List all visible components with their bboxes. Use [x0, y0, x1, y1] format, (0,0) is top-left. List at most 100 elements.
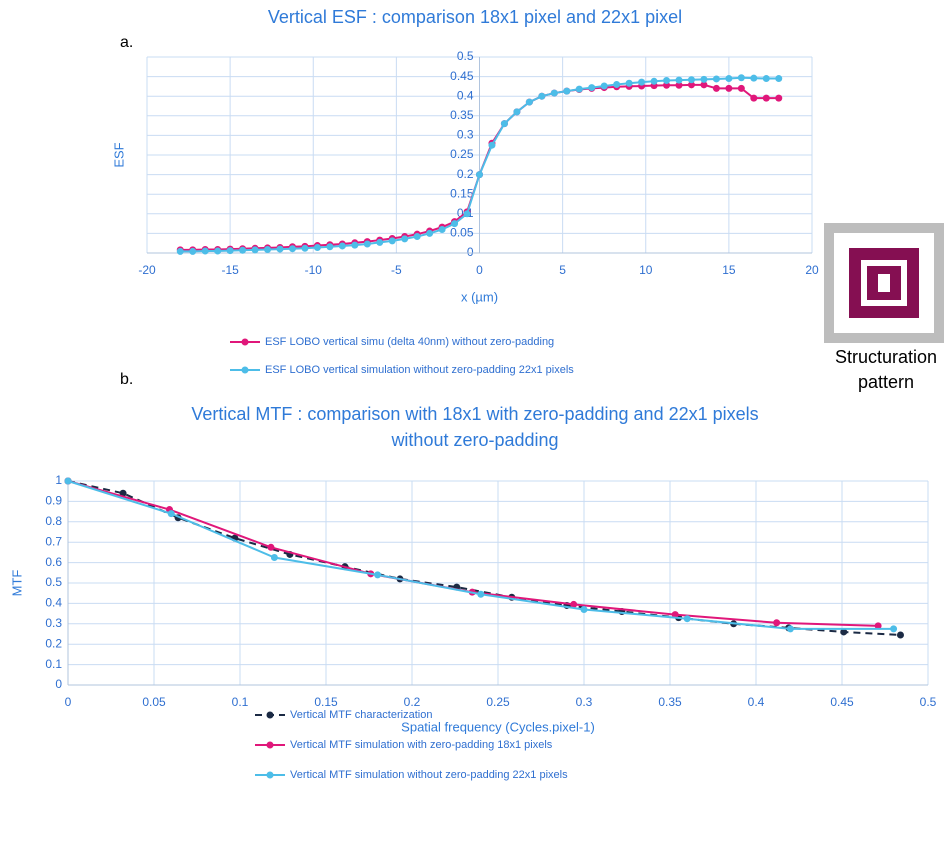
data-point	[613, 80, 621, 88]
data-point	[388, 237, 396, 245]
x-tick-label: 0.4	[748, 695, 765, 709]
data-point	[488, 141, 496, 149]
chart-title: without zero-padding	[390, 430, 558, 450]
x-tick-label: 10	[639, 263, 653, 277]
y-axis-title: MTF	[9, 570, 24, 597]
data-point	[500, 120, 508, 128]
y-tick-label: 0	[467, 245, 474, 259]
data-point	[413, 233, 421, 241]
data-point	[338, 242, 346, 250]
x-tick-label: 0.3	[576, 695, 593, 709]
legend-label: ESF LOBO vertical simulation without zer…	[265, 364, 574, 376]
y-tick-label: 0.4	[45, 596, 62, 610]
data-point	[239, 246, 247, 254]
legend-marker	[266, 771, 274, 779]
x-tick-label: -10	[305, 263, 323, 277]
x-tick-label: 15	[722, 263, 736, 277]
data-point	[550, 89, 558, 97]
data-point	[374, 571, 382, 579]
x-tick-label: 0.15	[314, 695, 338, 709]
data-point	[326, 243, 334, 251]
data-point	[513, 108, 521, 116]
x-axis-title: x (µm)	[461, 289, 498, 304]
series-line	[67, 480, 901, 637]
data-point	[463, 210, 471, 218]
data-point	[201, 247, 209, 255]
legend-label: Vertical MTF simulation without zero-pad…	[290, 769, 568, 781]
data-point	[451, 220, 459, 228]
x-tick-label: 0	[476, 263, 483, 277]
data-point	[538, 92, 546, 100]
data-point	[563, 87, 571, 95]
y-tick-label: 0.1	[45, 657, 62, 671]
data-point	[267, 543, 275, 551]
data-point	[226, 247, 234, 255]
x-tick-label: -15	[221, 263, 239, 277]
data-point	[663, 77, 671, 85]
data-point	[363, 240, 371, 248]
series-line	[67, 480, 894, 630]
pattern-center	[878, 274, 890, 292]
y-tick-label: 0.15	[450, 186, 474, 200]
y-tick-label: 0.3	[45, 616, 62, 630]
x-axis-title: Spatial frequency (Cycles.pixel-1)	[401, 719, 595, 734]
data-point	[588, 84, 596, 92]
data-point	[270, 554, 278, 561]
series-line	[67, 480, 879, 627]
data-point	[671, 611, 679, 619]
legend-marker	[266, 741, 274, 749]
x-tick-label: 0.1	[232, 695, 249, 709]
data-point	[638, 78, 646, 86]
structuration-pattern	[824, 223, 944, 343]
data-point	[896, 631, 904, 639]
data-point	[700, 81, 708, 89]
data-point	[750, 94, 758, 102]
data-point	[251, 246, 259, 254]
data-point	[890, 625, 898, 633]
x-tick-label: -5	[391, 263, 402, 277]
data-point	[700, 75, 708, 83]
x-tick-label: 0.5	[920, 695, 937, 709]
data-point	[580, 606, 588, 614]
data-point	[840, 628, 848, 636]
y-tick-label: 0.6	[45, 555, 62, 569]
panel-label: a.	[120, 34, 133, 51]
data-point	[625, 79, 633, 87]
data-point	[214, 247, 222, 255]
x-tick-label: 0.35	[658, 695, 682, 709]
data-point	[64, 477, 72, 485]
data-point	[401, 235, 409, 243]
data-point	[687, 81, 695, 89]
data-point	[600, 82, 608, 90]
data-point	[725, 75, 733, 83]
data-point	[477, 590, 485, 598]
data-point	[476, 171, 483, 179]
y-tick-label: 0.2	[45, 636, 62, 650]
y-tick-label: 0.4	[457, 88, 474, 102]
data-point	[288, 245, 296, 253]
legend-marker	[241, 366, 249, 374]
data-point	[575, 85, 583, 93]
caption: Structuration	[835, 347, 937, 367]
data-point	[874, 622, 882, 630]
data-point	[167, 510, 175, 518]
x-tick-label: 5	[559, 263, 566, 277]
chart-title: Vertical ESF : comparison 18x1 pixel and…	[268, 7, 682, 27]
data-point	[683, 615, 691, 623]
data-point	[712, 75, 720, 83]
data-point	[762, 75, 770, 83]
x-tick-label: 0.05	[142, 695, 166, 709]
legend-marker	[266, 711, 274, 719]
legend-label: Vertical MTF simulation with zero-paddin…	[290, 739, 553, 751]
data-point	[264, 245, 272, 253]
data-point	[376, 238, 384, 246]
data-point	[775, 75, 783, 83]
y-tick-label: 0.2	[457, 167, 474, 181]
data-point	[775, 94, 783, 102]
data-point	[773, 619, 781, 627]
x-tick-label: 0.2	[404, 695, 421, 709]
data-point	[786, 625, 794, 633]
y-tick-label: 0.5	[45, 575, 62, 589]
data-point	[675, 81, 683, 89]
